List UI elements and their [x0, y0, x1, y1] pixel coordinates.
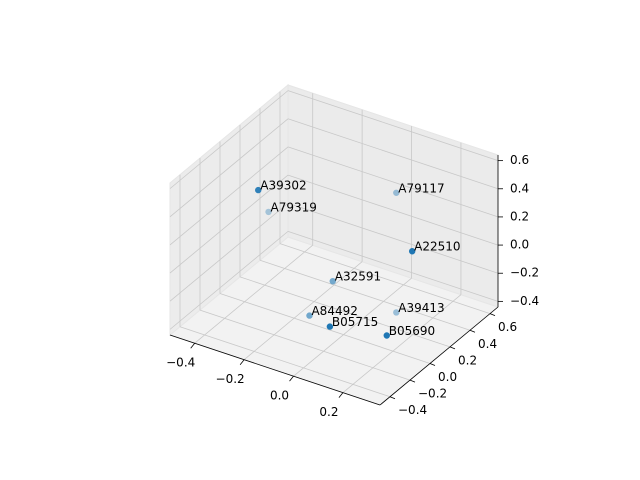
- point: [408, 248, 416, 255]
- y-tick-label: 0.6: [498, 320, 517, 334]
- tick-mark: [469, 329, 476, 333]
- grid-line: [287, 90, 499, 162]
- point-label: B05690: [389, 324, 435, 338]
- z-tick-label: 0.0: [510, 238, 529, 252]
- grid-line: [179, 326, 391, 398]
- point: [306, 312, 313, 319]
- grid-line: [287, 230, 499, 302]
- grid-line: [169, 231, 289, 330]
- grid-line: [287, 202, 499, 274]
- z-tick-label: 0.4: [510, 181, 529, 195]
- y-tick-label: −0.4: [398, 403, 427, 417]
- y-tick-label: 0.2: [458, 353, 477, 367]
- point: [255, 186, 262, 194]
- point: [329, 277, 336, 285]
- tick-mark: [239, 359, 245, 365]
- grid-line: [243, 261, 363, 361]
- x-axis: [169, 334, 381, 406]
- grid-line: [287, 146, 499, 218]
- tick-mark: [489, 313, 496, 317]
- point: [326, 323, 334, 330]
- point-label: A39302: [260, 179, 306, 193]
- z-tick-label: 0.2: [510, 209, 529, 223]
- grid-line: [169, 146, 289, 246]
- tick-mark: [338, 392, 344, 398]
- grid-line: [219, 293, 431, 364]
- x-tick-label: −0.2: [216, 372, 245, 386]
- point: [393, 309, 400, 316]
- point-label: A79117: [398, 181, 444, 195]
- grid-line: [169, 118, 289, 218]
- tick-mark: [289, 375, 294, 382]
- x-tick-label: 0.2: [319, 405, 338, 419]
- y-tick-label: 0.0: [438, 370, 457, 384]
- y-tick-label: 0.4: [478, 337, 497, 351]
- tick-mark: [389, 396, 396, 400]
- z-tick-label: −0.4: [510, 294, 539, 308]
- y-axis: [379, 306, 499, 406]
- grid-line: [169, 202, 289, 302]
- point-label: B05715: [332, 315, 378, 329]
- y-tick-label: −0.2: [418, 387, 447, 401]
- grid-line: [342, 294, 462, 393]
- grid-line: [199, 309, 411, 381]
- tick-mark: [409, 379, 416, 383]
- tick-mark: [190, 342, 196, 349]
- point-label: A84492: [311, 304, 357, 318]
- point-label: A22510: [414, 240, 460, 254]
- x-tick-label: −0.4: [166, 356, 195, 370]
- grid-line: [287, 174, 499, 246]
- grid-line: [169, 90, 289, 189]
- grid-line: [169, 174, 289, 274]
- tick-mark: [429, 363, 436, 366]
- point: [383, 332, 390, 339]
- z-tick-label: 0.6: [510, 153, 529, 167]
- point-label: A39413: [398, 301, 444, 315]
- x-tick-label: 0.0: [270, 389, 289, 403]
- grid-line: [279, 243, 491, 315]
- grid-line: [293, 277, 412, 377]
- grid-line: [194, 244, 313, 344]
- grid-line: [259, 259, 471, 331]
- tick-mark: [449, 346, 456, 350]
- grid-line: [287, 118, 499, 190]
- point-label: A79319: [271, 200, 317, 214]
- point-label: A32591: [335, 270, 381, 284]
- z-tick-label: −0.2: [510, 266, 539, 280]
- point: [265, 208, 272, 216]
- grid-line: [239, 276, 451, 348]
- point: [393, 189, 400, 196]
